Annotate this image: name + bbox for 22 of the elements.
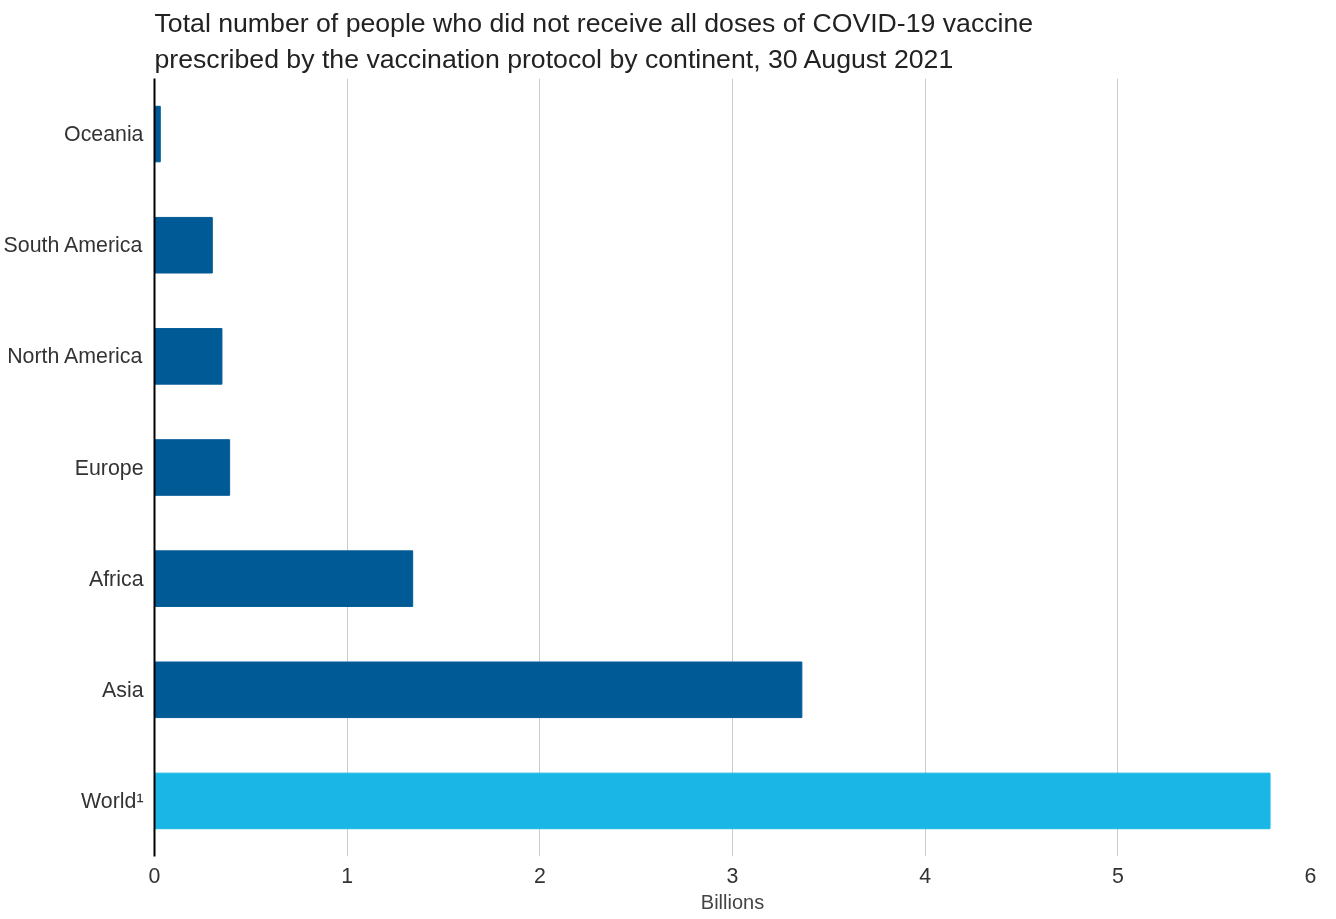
y-tick-label: Asia [102, 677, 144, 702]
bar [154, 328, 223, 385]
x-axis-title: Billions [700, 890, 765, 913]
x-tick-label: 4 [919, 863, 932, 888]
y-tick-label: Oceania [64, 122, 144, 147]
x-tick-label: 3 [726, 863, 739, 888]
y-tick-label: North America [7, 344, 143, 369]
y-tick-label: South America [3, 233, 143, 258]
bar [154, 772, 1271, 830]
y-tick-label: Africa [88, 566, 144, 591]
chart-title: Total number of people who did not receive all doses of COVID-19 vaccine prescribed by the vaccination protocol by continent, 30 August 2021 [154, 7, 1034, 74]
y-tick-label: Europe [74, 455, 144, 480]
x-tick-label: 2 [533, 863, 546, 888]
y-tick-label: World¹ [81, 788, 144, 813]
x-tick-label: 6 [1304, 863, 1317, 888]
x-tick-label: 5 [1111, 863, 1124, 888]
bar [154, 550, 414, 607]
bar [154, 439, 231, 496]
bar [154, 661, 803, 719]
bar [154, 216, 213, 274]
x-tick-label: 1 [341, 863, 354, 888]
x-tick-label: 0 [148, 863, 161, 888]
